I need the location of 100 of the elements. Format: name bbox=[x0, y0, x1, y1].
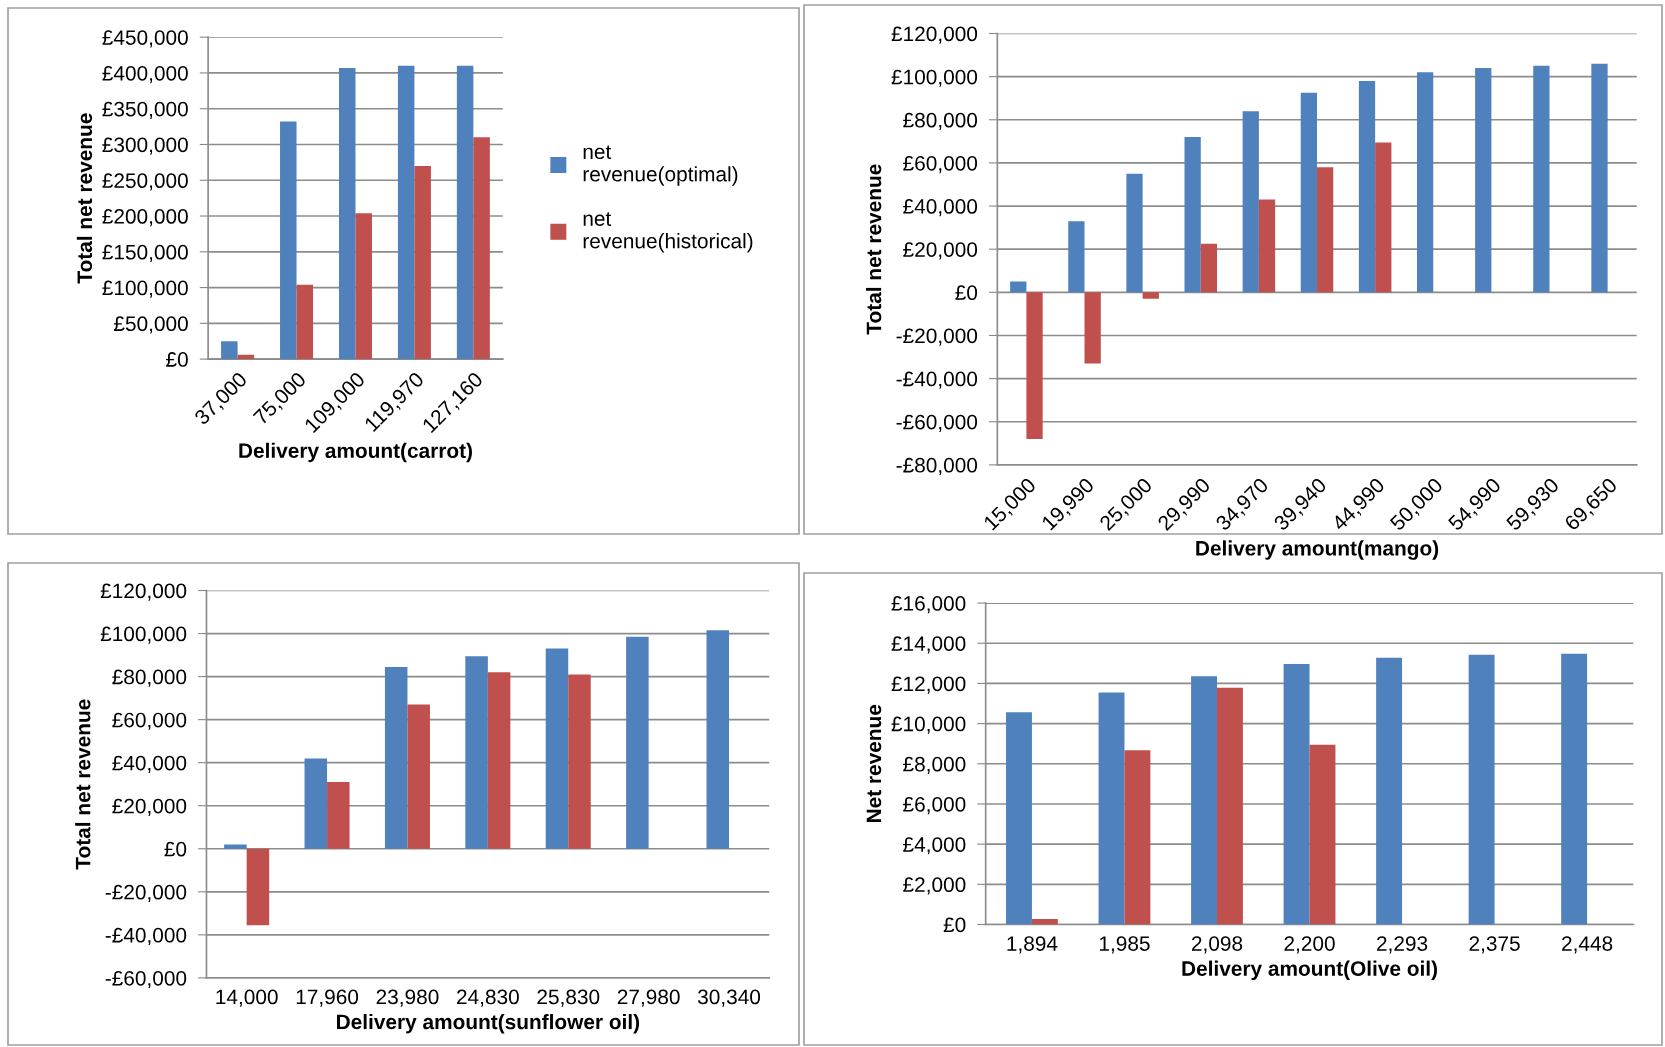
bar bbox=[1184, 137, 1201, 293]
y-tick-label: £0 bbox=[955, 285, 978, 301]
y-tick-label: £120,000 bbox=[100, 583, 187, 601]
x-tick-label: 2,375 bbox=[1469, 936, 1520, 954]
bar bbox=[338, 67, 356, 360]
bar bbox=[473, 137, 490, 360]
x-tick-label: 2,200 bbox=[1284, 936, 1335, 954]
bar bbox=[1006, 712, 1032, 925]
y-tick-label: -£40,000 bbox=[105, 927, 187, 946]
bar bbox=[280, 121, 297, 360]
bar bbox=[246, 848, 270, 926]
y-tick-label: £0 bbox=[164, 841, 187, 857]
y-tick-label: £2,000 bbox=[903, 877, 966, 895]
bar bbox=[1358, 80, 1376, 293]
y-tick-label: £80,000 bbox=[112, 669, 187, 687]
y-tick-label: £100,000 bbox=[102, 280, 188, 298]
legend-label: net revenue(historical) bbox=[583, 212, 753, 253]
bar bbox=[568, 674, 591, 849]
x-tick-label: 2,448 bbox=[1562, 936, 1613, 954]
x-tick-label: 2,293 bbox=[1377, 936, 1428, 954]
x-tick-label: 23,980 bbox=[376, 989, 439, 1007]
y-tick-label: £8,000 bbox=[903, 756, 966, 774]
y-tick-label: £14,000 bbox=[891, 636, 966, 654]
y-tick-label: -£20,000 bbox=[105, 884, 187, 903]
bar bbox=[1317, 167, 1334, 293]
y-tick-label: £0 bbox=[166, 352, 188, 367]
bar bbox=[1533, 65, 1550, 293]
x-tick-label: 24,830 bbox=[457, 989, 519, 1007]
bar bbox=[1591, 63, 1608, 293]
y-tick-label: £300,000 bbox=[102, 137, 188, 155]
bar bbox=[1126, 173, 1143, 293]
bar bbox=[1142, 292, 1159, 299]
y-tick-label: £100,000 bbox=[100, 626, 187, 644]
bar bbox=[1010, 281, 1027, 293]
y-tick-label: £60,000 bbox=[112, 712, 187, 730]
y-tick-label: £20,000 bbox=[112, 798, 187, 816]
bar bbox=[1416, 72, 1434, 293]
bar bbox=[465, 656, 488, 849]
y-tick-label: £16,000 bbox=[891, 596, 966, 614]
y-tick-label: £10,000 bbox=[891, 716, 966, 734]
x-axis-title: Delivery amount(Olive oil) bbox=[1182, 960, 1437, 981]
y-tick-label: £50,000 bbox=[113, 316, 188, 334]
y-tick-label: £20,000 bbox=[903, 242, 978, 260]
bar bbox=[487, 672, 511, 849]
bar bbox=[1124, 750, 1151, 925]
bar bbox=[1375, 142, 1392, 293]
y-tick-label: £60,000 bbox=[903, 155, 978, 174]
bar bbox=[355, 213, 372, 360]
y-tick-label: £0 bbox=[943, 917, 966, 933]
bar bbox=[304, 758, 328, 849]
bar bbox=[1098, 692, 1125, 925]
y-tick-label: £250,000 bbox=[102, 173, 188, 191]
y-tick-label: -£60,000 bbox=[105, 970, 187, 989]
bar bbox=[1475, 68, 1492, 293]
x-tick-label: 14,000 bbox=[216, 989, 278, 1007]
bar bbox=[1309, 744, 1336, 925]
y-tick-label: £6,000 bbox=[903, 796, 966, 815]
y-axis-title: Total net revenue bbox=[76, 113, 93, 284]
y-tick-label: £80,000 bbox=[903, 112, 978, 130]
x-axis-title: Delivery amount(carrot) bbox=[239, 442, 472, 463]
y-tick-label: £150,000 bbox=[102, 244, 188, 263]
y-axis-title: Total net revenue bbox=[75, 699, 91, 870]
x-tick-label: 17,960 bbox=[296, 989, 359, 1007]
y-tick-label: -£40,000 bbox=[896, 371, 978, 389]
bar bbox=[414, 165, 431, 360]
bar bbox=[407, 704, 430, 849]
bar bbox=[1258, 199, 1276, 293]
y-axis-title: Net revenue bbox=[866, 704, 882, 823]
bar bbox=[1468, 654, 1495, 925]
y-tick-label: £200,000 bbox=[102, 209, 188, 227]
x-axis-title: Delivery amount(sunflower oil) bbox=[337, 1013, 640, 1034]
y-tick-label: £100,000 bbox=[891, 69, 978, 87]
y-tick-label: £40,000 bbox=[903, 199, 978, 217]
x-tick-label: 2,098 bbox=[1191, 936, 1243, 954]
x-tick-label: 30,340 bbox=[697, 989, 761, 1007]
bar bbox=[1217, 687, 1243, 925]
bar bbox=[545, 648, 569, 849]
bar bbox=[1283, 663, 1310, 925]
bar bbox=[456, 65, 474, 360]
bar bbox=[384, 666, 408, 849]
x-tick-label: 1,985 bbox=[1099, 936, 1150, 954]
bar bbox=[327, 782, 350, 849]
bar bbox=[1084, 292, 1101, 364]
y-tick-label: -£80,000 bbox=[896, 457, 978, 476]
bar bbox=[1300, 92, 1318, 293]
bar bbox=[397, 65, 415, 360]
y-tick-label: £40,000 bbox=[112, 755, 187, 773]
y-tick-label: £400,000 bbox=[102, 65, 188, 84]
bar bbox=[296, 284, 314, 360]
bar bbox=[1068, 221, 1085, 293]
bar bbox=[237, 354, 255, 360]
y-tick-label: £450,000 bbox=[102, 30, 188, 48]
x-tick-label: 1,894 bbox=[1007, 936, 1058, 954]
y-tick-label: -£20,000 bbox=[896, 328, 978, 346]
y-axis-title: Total net revenue bbox=[866, 164, 882, 335]
bar bbox=[1242, 111, 1259, 293]
bar bbox=[626, 636, 649, 849]
y-tick-label: -£60,000 bbox=[896, 414, 978, 432]
bar bbox=[221, 341, 238, 360]
x-tick-label: 27,980 bbox=[617, 989, 680, 1007]
